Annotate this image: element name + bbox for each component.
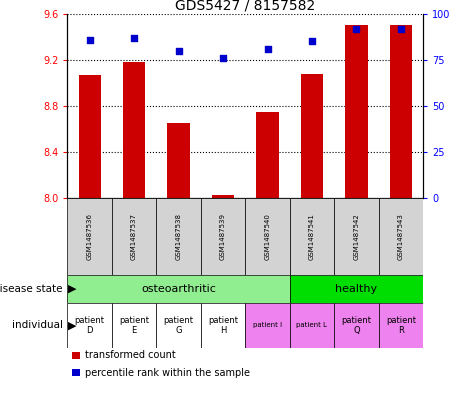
Bar — [79, 75, 101, 198]
Text: GSM1487542: GSM1487542 — [353, 213, 359, 260]
Bar — [246, 198, 290, 275]
Bar — [67, 275, 290, 303]
Point — [130, 35, 138, 41]
Point — [219, 55, 227, 61]
Bar — [156, 303, 201, 348]
Text: individual: individual — [12, 320, 63, 330]
Text: patient
H: patient H — [208, 316, 238, 335]
Bar — [212, 195, 234, 198]
Text: GSM1487543: GSM1487543 — [398, 213, 404, 260]
Bar — [334, 303, 379, 348]
Bar — [156, 198, 201, 275]
Text: patient
E: patient E — [119, 316, 149, 335]
Point — [175, 48, 182, 54]
Point — [308, 38, 316, 44]
Text: GSM1487538: GSM1487538 — [176, 213, 182, 260]
Text: GSM1487539: GSM1487539 — [220, 213, 226, 260]
Bar — [290, 198, 334, 275]
Text: GSM1487536: GSM1487536 — [86, 213, 93, 260]
Bar — [390, 25, 412, 198]
Text: GSM1487541: GSM1487541 — [309, 213, 315, 260]
Text: ▶: ▶ — [68, 284, 77, 294]
Text: healthy: healthy — [335, 284, 378, 294]
Text: osteoarthritic: osteoarthritic — [141, 284, 216, 294]
Bar — [334, 198, 379, 275]
Text: GSM1487537: GSM1487537 — [131, 213, 137, 260]
Bar — [290, 303, 334, 348]
Bar — [379, 303, 423, 348]
Text: ▶: ▶ — [68, 320, 77, 330]
Text: patient
Q: patient Q — [341, 316, 372, 335]
Bar — [167, 123, 190, 198]
Point — [86, 37, 93, 43]
Point — [264, 46, 271, 52]
Text: patient
R: patient R — [386, 316, 416, 335]
Title: GDS5427 / 8157582: GDS5427 / 8157582 — [175, 0, 315, 13]
Text: GSM1487540: GSM1487540 — [265, 213, 271, 260]
Point — [397, 26, 405, 32]
Text: patient
G: patient G — [164, 316, 193, 335]
Bar — [256, 112, 279, 198]
Bar — [345, 25, 367, 198]
Bar — [301, 74, 323, 198]
Bar — [379, 198, 423, 275]
Bar — [201, 198, 246, 275]
Bar — [290, 275, 423, 303]
Bar — [246, 303, 290, 348]
Text: patient L: patient L — [297, 322, 327, 328]
Bar — [123, 62, 145, 198]
Bar — [67, 303, 112, 348]
Text: transformed count: transformed count — [85, 350, 176, 360]
Bar — [201, 303, 246, 348]
Bar — [112, 303, 156, 348]
Bar — [67, 198, 112, 275]
Text: percentile rank within the sample: percentile rank within the sample — [85, 368, 250, 378]
Bar — [112, 198, 156, 275]
Point — [353, 26, 360, 32]
Text: patient I: patient I — [253, 322, 282, 328]
Text: patient
D: patient D — [75, 316, 105, 335]
Text: disease state: disease state — [0, 284, 63, 294]
